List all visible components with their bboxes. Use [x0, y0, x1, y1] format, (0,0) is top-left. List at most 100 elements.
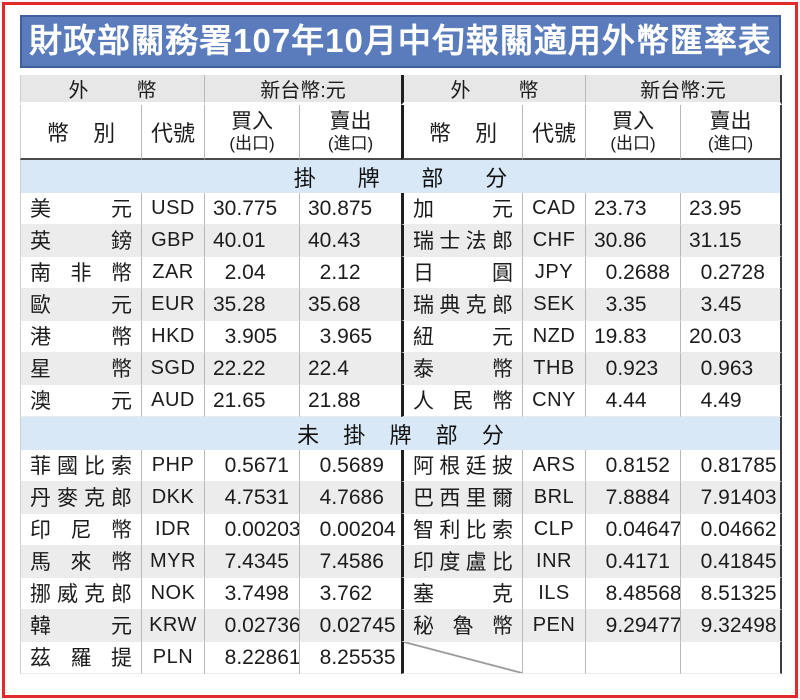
sell-value-cell: 3.965	[299, 321, 401, 353]
value-integer-part: 0	[700, 356, 713, 380]
header-sell-right: 賣出 (進口)	[680, 105, 782, 160]
buy-value-cell: 30.86	[585, 225, 680, 257]
header-currency-name-label: 幣別	[46, 120, 140, 146]
currency-code-cell: CHF	[522, 225, 585, 257]
sell-value-cell: 2.12	[299, 257, 401, 289]
sell-value-cell: 20.03	[680, 321, 782, 353]
header-buy-sublabel: (出口)	[610, 133, 656, 153]
currency-code-cell: NOK	[141, 578, 204, 610]
value-integer-part: 31	[689, 228, 713, 252]
value-integer-part: 3	[319, 581, 332, 605]
value-fraction-part: .32498	[712, 613, 777, 637]
sell-value-cell: 0.2728	[680, 257, 782, 289]
buy-value-cell: 4.7531	[204, 482, 299, 514]
sell-value-cell: 35.68	[299, 289, 401, 321]
value-integer-part: 2	[319, 260, 332, 284]
currency-name-cell: 菲國比索	[20, 450, 141, 482]
value-fraction-part: .4345	[236, 549, 289, 573]
header-buy-label: 買入	[230, 110, 273, 134]
buy-value-cell: 0.2688	[585, 257, 680, 289]
value-fraction-part: .00203	[236, 517, 299, 541]
value-fraction-part: .8152	[617, 453, 670, 477]
header-sell-sublabel: (進口)	[327, 133, 374, 153]
header-foreign-currency-label: 外幣	[68, 80, 204, 102]
value-integer-part: 35	[213, 292, 237, 316]
header-currency-name-label: 幣別	[428, 120, 522, 146]
currency-name-cell: 智利比索	[401, 514, 522, 546]
value-integer-part: 0	[605, 453, 618, 477]
header-ntd-right: 新台幣:元	[585, 75, 782, 105]
sell-value-cell: 0.41845	[680, 546, 782, 578]
value-fraction-part: .4586	[331, 549, 384, 573]
buy-value-cell: 3.35	[585, 289, 680, 321]
value-integer-part: 20	[689, 324, 713, 348]
currency-name-cell: 星幣	[20, 353, 141, 385]
value-fraction-part: .83	[617, 324, 647, 348]
buy-value-cell: 0.00203	[204, 514, 299, 546]
currency-name-cell: 人民幣	[401, 385, 522, 417]
value-fraction-part: .7531	[236, 485, 289, 509]
currency-code-cell: EUR	[141, 289, 204, 321]
value-fraction-part: .73	[617, 196, 647, 220]
currency-code-cell: USD	[141, 193, 204, 225]
currency-name-cell: 瑞士法郎	[401, 225, 522, 257]
empty-buy-cell	[585, 642, 680, 674]
buy-value-cell: 0.5671	[204, 450, 299, 482]
value-fraction-part: .29477	[617, 613, 680, 637]
value-integer-part: 8	[605, 581, 618, 605]
value-integer-part: 0	[319, 453, 332, 477]
value-fraction-part: .2688	[617, 260, 670, 284]
empty-code-cell	[522, 642, 585, 674]
value-integer-part: 0	[700, 517, 713, 541]
value-fraction-part: .43	[331, 228, 361, 252]
value-integer-part: 22	[308, 356, 332, 380]
buy-value-cell: 9.29477	[585, 610, 680, 642]
value-fraction-part: .04647	[617, 517, 680, 541]
buy-value-cell: 22.22	[204, 353, 299, 385]
currency-code-cell: CNY	[522, 385, 585, 417]
value-integer-part: 0	[605, 260, 618, 284]
header-buy-right: 買入 (出口)	[585, 105, 680, 160]
value-integer-part: 35	[308, 292, 332, 316]
currency-code-cell: PLN	[141, 642, 204, 674]
value-integer-part: 8	[224, 645, 237, 669]
value-fraction-part: .7498	[236, 581, 289, 605]
value-integer-part: 23	[594, 196, 618, 220]
header-foreign-currency-label: 外幣	[450, 80, 585, 102]
buy-value-cell: 0.923	[585, 353, 680, 385]
header-sell-label: 賣出	[709, 110, 752, 134]
currency-code-cell: PHP	[141, 450, 204, 482]
value-fraction-part: .51325	[712, 581, 777, 605]
value-fraction-part: .65	[236, 388, 266, 412]
currency-name-cell: 英鎊	[20, 225, 141, 257]
value-fraction-part: .7686	[331, 485, 384, 509]
sell-value-cell: 21.88	[299, 385, 401, 417]
buy-value-cell: 19.83	[585, 321, 680, 353]
value-integer-part: 3	[700, 292, 713, 316]
value-fraction-part: .28	[236, 292, 266, 316]
currency-code-cell: ILS	[522, 578, 585, 610]
currency-code-cell: DKK	[141, 482, 204, 514]
value-fraction-part: .91403	[712, 485, 777, 509]
value-fraction-part: .905	[236, 324, 278, 348]
value-integer-part: 7	[605, 485, 618, 509]
sell-value-cell: 7.4586	[299, 546, 401, 578]
currency-code-cell: CAD	[522, 193, 585, 225]
currency-code-cell: SGD	[141, 353, 204, 385]
currency-code-cell: PEN	[522, 610, 585, 642]
header-code-label: 代號	[150, 120, 195, 146]
buy-value-cell: 8.48568	[585, 578, 680, 610]
section-header: 掛牌部分	[20, 160, 782, 193]
value-integer-part: 4	[605, 388, 618, 412]
value-integer-part: 22	[213, 356, 237, 380]
value-integer-part: 30	[213, 196, 237, 220]
value-integer-part: 3	[224, 581, 237, 605]
sell-value-cell: 4.7686	[299, 482, 401, 514]
header-code-left: 代號	[141, 105, 204, 160]
buy-value-cell: 2.04	[204, 257, 299, 289]
sell-value-cell: 0.5689	[299, 450, 401, 482]
currency-code-cell: THB	[522, 353, 585, 385]
value-fraction-part: .5689	[331, 453, 384, 477]
value-integer-part: 3	[605, 292, 618, 316]
